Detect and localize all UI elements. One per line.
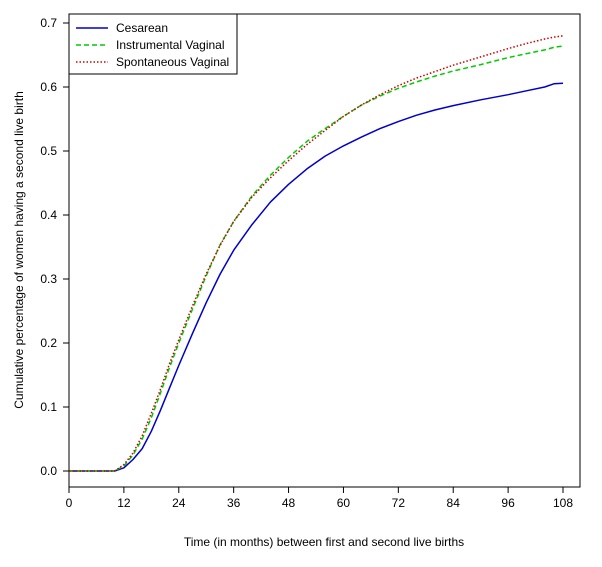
x-tick-label: 36 — [227, 496, 241, 510]
x-tick-label: 60 — [337, 496, 351, 510]
x-tick-label: 96 — [501, 496, 515, 510]
y-tick-label: 0.4 — [40, 208, 57, 222]
x-tick-label: 0 — [66, 496, 73, 510]
series-line-spontaneous-vaginal — [69, 35, 564, 472]
x-axis: 0 12 24 36 48 60 72 84 96 108 — [66, 487, 573, 510]
series-line-instrumental-vaginal — [69, 45, 564, 472]
y-axis-title: Cumulative percentage of women having a … — [12, 91, 26, 409]
legend-label-cesarean: Cesarean — [116, 21, 168, 35]
y-tick-label: 0.5 — [40, 144, 57, 158]
series-layer — [69, 35, 564, 472]
y-tick-label: 0.7 — [40, 16, 57, 30]
x-tick-label: 84 — [447, 496, 461, 510]
plot-frame — [68, 13, 581, 488]
y-tick-label: 0.1 — [40, 400, 57, 414]
x-tick-label: 24 — [172, 496, 186, 510]
legend-label-spontaneous-vaginal: Spontaneous Vaginal — [116, 55, 229, 69]
y-tick-label: 0.2 — [40, 336, 57, 350]
y-tick-label: 0.3 — [40, 272, 57, 286]
legend: Cesarean Instrumental Vaginal Spontaneou… — [68, 13, 238, 75]
y-tick-label: 0.0 — [40, 464, 57, 478]
legend-label-instrumental-vaginal: Instrumental Vaginal — [116, 38, 225, 52]
y-tick-label: 0.6 — [40, 80, 57, 94]
legend-box — [68, 13, 238, 75]
y-axis: 0.0 0.1 0.2 0.3 0.4 0.5 0.6 0.7 — [40, 16, 69, 478]
x-tick-label: 48 — [282, 496, 296, 510]
x-axis-title: Time (in months) between first and secon… — [184, 535, 464, 549]
x-tick-label: 72 — [392, 496, 406, 510]
x-tick-label: 12 — [117, 496, 131, 510]
x-tick-label: 108 — [553, 496, 573, 510]
series-line-cesarean — [69, 82, 564, 472]
